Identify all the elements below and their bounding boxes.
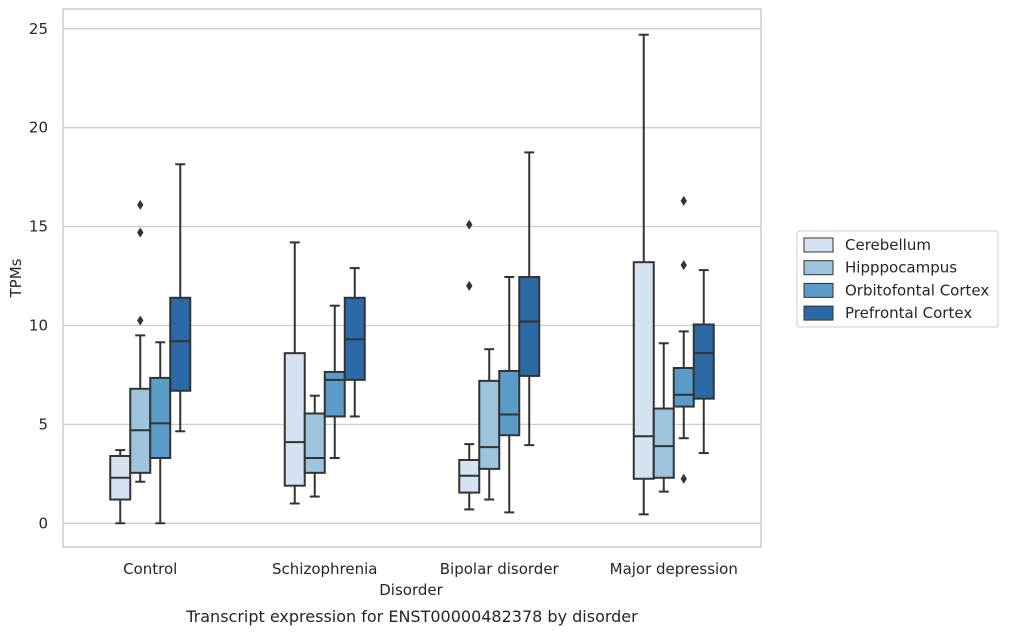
legend-item: Prefrontal Cortex xyxy=(803,304,972,322)
plot-frame xyxy=(62,8,762,548)
legend-item: Hipppocampus xyxy=(803,259,957,277)
iqr-box xyxy=(498,369,521,437)
box-cerebellum xyxy=(632,33,655,516)
box-cerebellum xyxy=(458,219,481,511)
x-tick-label: Bipolar disorder xyxy=(440,560,560,578)
legend-label: Hipppocampus xyxy=(845,259,957,277)
outlier-point xyxy=(466,219,473,230)
legend-swatch xyxy=(803,260,834,276)
outlier-point xyxy=(137,315,144,326)
y-tick-label: 0 xyxy=(38,514,48,532)
box-cerebellum xyxy=(109,449,132,525)
outlier-point xyxy=(137,227,144,238)
legend-swatch xyxy=(803,237,834,253)
x-tick-label: Schizophrenia xyxy=(272,560,377,578)
x-tick-label: Major depression xyxy=(610,560,738,578)
legend: Cerebellum Hipppocampus Orbitofontal Corte… xyxy=(796,230,999,328)
iqr-box xyxy=(652,407,675,479)
outlier-point xyxy=(466,280,473,291)
box-prefrontal-cortex xyxy=(692,269,715,455)
iqr-box xyxy=(149,376,172,459)
iqr-box xyxy=(323,370,346,418)
outlier-point xyxy=(680,195,687,206)
box-prefrontal-cortex xyxy=(518,151,541,447)
x-tick-labels: Control Schizophrenia Bipolar disorder Majo… xyxy=(123,560,738,578)
outlier-point xyxy=(680,473,687,484)
iqr-box xyxy=(303,412,326,474)
iqr-box xyxy=(518,276,541,377)
x-tick-label: Control xyxy=(123,560,177,578)
box-orbitofontal-cortex xyxy=(323,304,346,459)
iqr-box xyxy=(478,379,501,470)
iqr-box xyxy=(632,261,655,480)
box-hipppocampus xyxy=(478,348,501,501)
y-tick-label: 25 xyxy=(29,20,48,38)
legend-item: Cerebellum xyxy=(803,236,931,254)
box-orbitofontal-cortex xyxy=(149,341,172,525)
box-hipppocampus xyxy=(129,199,152,483)
box-hipppocampus xyxy=(303,394,326,498)
outlier-point xyxy=(137,199,144,210)
box-orbitofontal-cortex xyxy=(498,276,521,514)
legend-swatch xyxy=(803,282,834,298)
x-axis-label: Disorder xyxy=(379,581,443,599)
box-prefrontal-cortex xyxy=(169,163,192,433)
outlier-point xyxy=(680,260,687,271)
y-axis-label: TPMs xyxy=(7,258,25,298)
y-tick-label: 10 xyxy=(29,316,48,334)
iqr-box xyxy=(672,366,695,408)
legend-label: Prefrontal Cortex xyxy=(845,304,972,322)
chart-caption: Transcript expression for ENST0000048237… xyxy=(185,607,638,626)
legend-swatch xyxy=(803,305,834,321)
y-tick-label: 5 xyxy=(38,415,48,433)
box-cerebellum xyxy=(283,241,306,505)
legend-item: Orbitofontal Cortex xyxy=(803,281,989,299)
y-tick-label: 20 xyxy=(29,119,48,137)
box-orbitofontal-cortex xyxy=(672,195,695,484)
box-hipppocampus xyxy=(652,342,675,493)
iqr-box xyxy=(283,352,306,487)
legend-label: Orbitofontal Cortex xyxy=(845,281,989,299)
boxes xyxy=(109,33,715,525)
iqr-box xyxy=(169,296,192,392)
legend-label: Cerebellum xyxy=(845,236,931,254)
legend-frame xyxy=(796,230,999,328)
iqr-box xyxy=(692,323,715,400)
y-tick-label: 15 xyxy=(29,218,48,236)
y-tick-labels: 0 5 10 15 20 25 xyxy=(29,20,48,532)
box-prefrontal-cortex xyxy=(343,267,366,418)
